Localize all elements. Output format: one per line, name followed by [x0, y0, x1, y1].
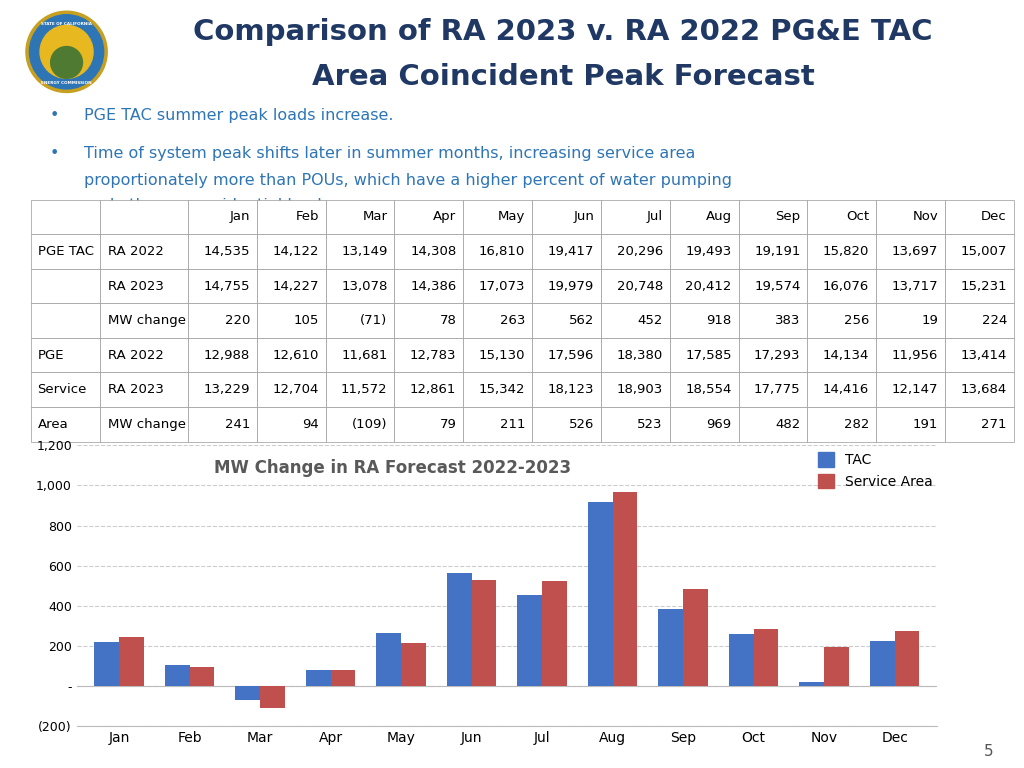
Bar — [165, 664, 189, 686]
Bar — [729, 634, 754, 686]
Text: •: • — [50, 108, 59, 124]
Bar — [377, 633, 401, 686]
Bar — [94, 642, 119, 686]
Text: proportionately more than POUs, which have a higher percent of water pumping: proportionately more than POUs, which ha… — [84, 173, 732, 187]
Bar — [517, 595, 542, 686]
Bar — [189, 667, 214, 686]
Text: ENERGY COMMISSION: ENERGY COMMISSION — [41, 81, 92, 84]
Bar — [754, 629, 778, 686]
Bar — [260, 686, 285, 707]
Text: Time of system peak shifts later in summer months, increasing service area: Time of system peak shifts later in summ… — [84, 146, 695, 161]
Bar — [658, 609, 683, 686]
Circle shape — [30, 15, 103, 89]
Circle shape — [40, 25, 93, 78]
Bar — [401, 644, 426, 686]
Bar — [236, 686, 260, 700]
Bar — [800, 682, 824, 686]
Bar — [588, 502, 612, 686]
Text: 5: 5 — [984, 744, 993, 760]
Text: Comparison of RA 2023 v. RA 2022 PG&E TAC: Comparison of RA 2023 v. RA 2022 PG&E TA… — [194, 18, 933, 46]
Circle shape — [26, 12, 108, 92]
Text: Area Coincident Peak Forecast: Area Coincident Peak Forecast — [312, 62, 814, 91]
Bar — [119, 637, 143, 686]
Bar — [870, 641, 895, 686]
Text: and other nonresidential load.: and other nonresidential load. — [84, 197, 328, 213]
Circle shape — [50, 47, 83, 78]
Bar — [306, 670, 331, 686]
Bar — [331, 670, 355, 686]
Text: •: • — [50, 146, 59, 161]
Bar — [446, 573, 472, 686]
Bar — [542, 581, 567, 686]
Legend: TAC, Service Area: TAC, Service Area — [812, 447, 939, 495]
Bar — [612, 492, 637, 686]
Bar — [824, 647, 849, 686]
Bar — [472, 581, 497, 686]
Text: PGE TAC summer peak loads increase.: PGE TAC summer peak loads increase. — [84, 108, 394, 124]
Bar — [683, 589, 708, 686]
Text: STATE OF CALIFORNIA: STATE OF CALIFORNIA — [41, 22, 92, 25]
Text: MW Change in RA Forecast 2022-2023: MW Change in RA Forecast 2022-2023 — [214, 459, 571, 478]
Bar — [895, 631, 920, 686]
